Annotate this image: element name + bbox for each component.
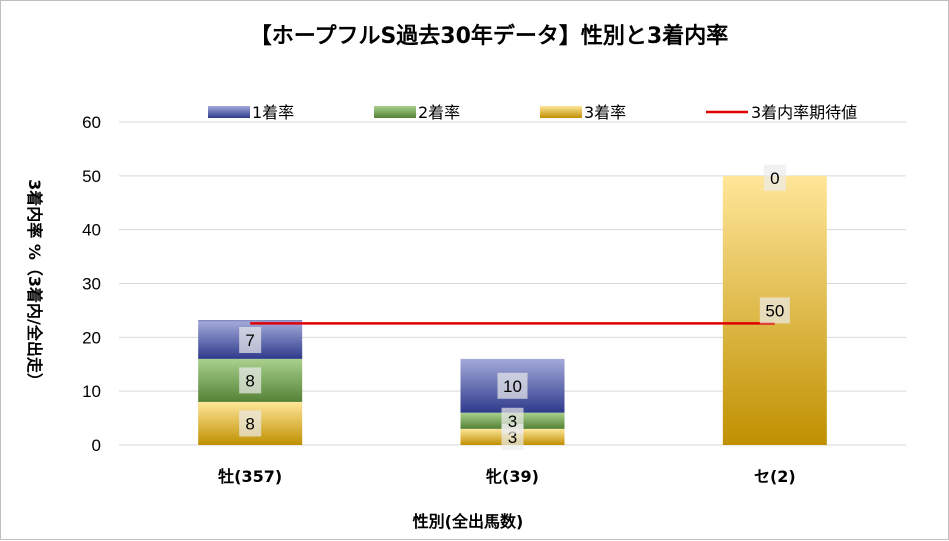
data-label-bg [239, 410, 262, 437]
y-tick-label: 30 [82, 275, 101, 294]
legend-swatch [208, 106, 250, 118]
data-label-bg [759, 297, 790, 324]
data-label: 3 [508, 428, 517, 447]
y-tick-label: 40 [82, 221, 101, 240]
data-labels: 8 8 7 33 10 50 0 [239, 164, 790, 450]
legend-swatch [540, 106, 582, 118]
data-label-bg [763, 164, 786, 191]
data-label-bg [239, 327, 262, 354]
x-category-label: セ(2) [754, 467, 796, 486]
chart-title: 【ホープフルS過去30年データ】性別と3着内率 [250, 23, 728, 49]
data-label: 8 [245, 371, 254, 390]
legend: 1着率 2着率 3着率 3着内率期待値 [208, 103, 857, 122]
data-label-bg [239, 367, 262, 394]
x-category-label: 牝(39) [486, 467, 539, 486]
data-label: 10 [503, 377, 522, 396]
y-tick-label: 50 [82, 167, 101, 186]
x-category-label: 牡(357) [218, 467, 282, 486]
legend-label: 3着率 [584, 103, 626, 122]
y-tick-label: 10 [82, 382, 101, 401]
data-label: 7 [245, 331, 254, 350]
legend-label: 2着率 [418, 103, 460, 122]
y-tick-label: 20 [82, 328, 101, 347]
x-axis-categories: 牡(357) 牝(39) セ(2) [218, 467, 796, 486]
y-tick-label: 0 [92, 436, 101, 455]
x-axis-label: 性別(全出馬数) [413, 512, 524, 531]
data-label: 50 [765, 301, 784, 320]
y-axis-ticks: 0 10 20 30 40 50 60 [82, 113, 101, 455]
legend-label: 3着内率期待値 [751, 103, 857, 122]
data-label: 8 [245, 414, 254, 433]
data-label: 0 [770, 169, 779, 188]
data-label-bg [497, 372, 528, 399]
bars [198, 175, 827, 446]
data-label: 3 [508, 412, 517, 431]
y-tick-label: 60 [82, 113, 101, 132]
legend-label: 1着率 [252, 103, 294, 122]
legend-swatch [374, 106, 416, 118]
y-axis-label: 3着内率 %（3着内/全出走） [25, 179, 44, 389]
bar-segment [198, 320, 303, 322]
data-label-bg [501, 407, 524, 434]
